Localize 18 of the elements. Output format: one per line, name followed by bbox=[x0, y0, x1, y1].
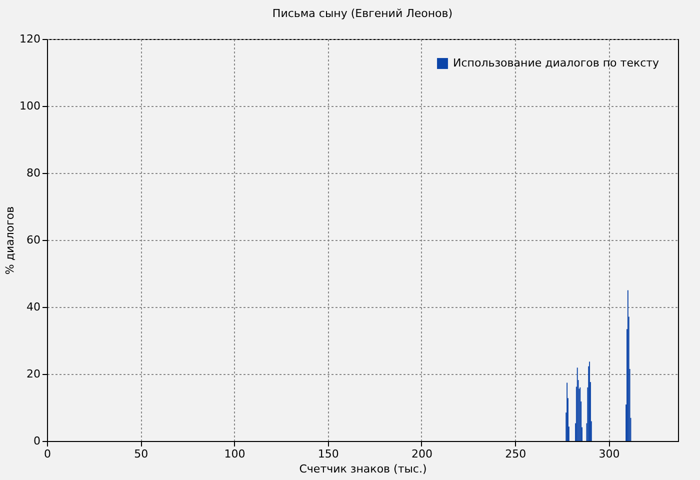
x-tick-label: 250 bbox=[505, 448, 526, 460]
y-tick-label: 40 bbox=[26, 300, 40, 314]
y-tick-label: 120 bbox=[20, 32, 40, 46]
x-tick-label: 50 bbox=[134, 448, 148, 460]
chart-title: Письма сыну (Евгений Леонов) bbox=[272, 7, 453, 20]
y-tick-label: 100 bbox=[20, 100, 40, 112]
x-tick-label: 300 bbox=[598, 448, 620, 460]
y-tick-label: 0 bbox=[34, 434, 40, 448]
x-tick-label: 200 bbox=[411, 448, 432, 460]
y-tick-label: 20 bbox=[26, 368, 40, 380]
legend-label: Использование диалогов по тексту bbox=[453, 56, 660, 70]
x-tick-label: 100 bbox=[224, 448, 246, 460]
x-axis-title: Счетчик знаков (тыс.) bbox=[299, 462, 427, 476]
y-tick-label: 60 bbox=[26, 234, 40, 246]
y-axis-title: % диалогов bbox=[4, 206, 17, 275]
x-tick-label: 150 bbox=[318, 448, 339, 460]
y-tick-label: 80 bbox=[26, 166, 40, 180]
x-tick-label: 0 bbox=[44, 448, 51, 460]
